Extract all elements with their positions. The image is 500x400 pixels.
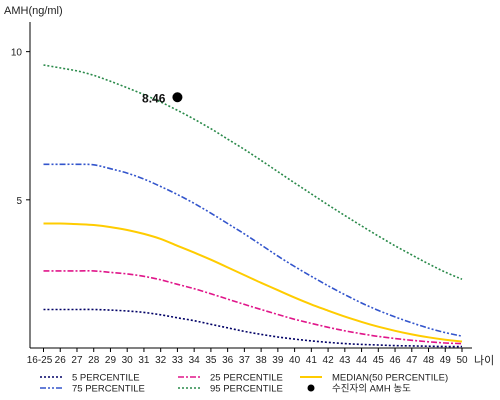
patient-amh-value: 8.46 (142, 91, 166, 105)
x-tick-label: 44 (356, 355, 368, 366)
legend-marker-dot (307, 384, 315, 392)
x-tick-label: 34 (189, 355, 201, 366)
y-ticks: 5 10 (11, 48, 30, 207)
x-tick-label: 48 (423, 355, 435, 366)
x-ticks: 16-25 26 27 28 29 30 31 32 33 34 35 36 37 38 39 40 41 42 4… (27, 348, 468, 366)
series-line-2 (43, 222, 463, 343)
x-tick-label: 46 (389, 355, 401, 366)
x-tick-label: 42 (323, 355, 335, 366)
y-tick-label: 10 (11, 48, 23, 59)
y-axis-label: AMH(ng/ml) (4, 5, 63, 17)
series-line-3 (43, 163, 463, 337)
series-line-0 (43, 308, 463, 348)
annotation-layer: 8.46 (142, 91, 183, 105)
x-tick-label: 39 (272, 355, 284, 366)
x-tick-label: 31 (138, 355, 150, 366)
x-tick-label: 40 (289, 355, 301, 366)
legend-label-2: MEDIAN(50 PERCENTILE) (332, 373, 448, 384)
legend-label-4: 95 PERCENTILE (210, 384, 283, 395)
legend-label-1: 25 PERCENTILE (210, 373, 283, 384)
series-line-4 (43, 64, 463, 280)
legend-marker-label: 수진자의 AMH 농도 (332, 384, 411, 395)
x-axis-label: 나이 (474, 354, 494, 367)
x-tick-label: 29 (105, 355, 117, 366)
legend-label-0: 5 PERCENTILE (72, 373, 140, 384)
legend: 5 PERCENTILE 25 PERCENTILE MEDIAN(50 PERCE… (40, 373, 448, 395)
series-lines (43, 64, 463, 348)
x-tick-label: 36 (222, 355, 234, 366)
chart-axes: AMH(ng/ml) 나이 (4, 5, 494, 367)
x-tick-label: 27 (71, 355, 83, 366)
x-tick-label: 47 (406, 355, 418, 366)
x-tick-label: 30 (122, 355, 134, 366)
x-tick-label: 26 (55, 355, 67, 366)
x-tick-label: 32 (155, 355, 167, 366)
x-tick-label: 28 (88, 355, 100, 366)
x-tick-label: 33 (172, 355, 184, 366)
patient-amh-marker (172, 92, 183, 103)
x-tick-label: 37 (239, 355, 251, 366)
x-tick-label: 43 (339, 355, 351, 366)
x-tick-label: 50 (456, 355, 468, 366)
x-tick-label: 16-25 (27, 355, 53, 366)
x-tick-label: 35 (205, 355, 217, 366)
legend-label-3: 75 PERCENTILE (72, 384, 145, 395)
x-tick-label: 41 (306, 355, 318, 366)
x-tick-label: 45 (373, 355, 385, 366)
x-tick-label: 49 (440, 355, 452, 366)
x-tick-label: 38 (256, 355, 268, 366)
series-line-1 (43, 270, 463, 345)
y-tick-label: 5 (16, 196, 22, 207)
